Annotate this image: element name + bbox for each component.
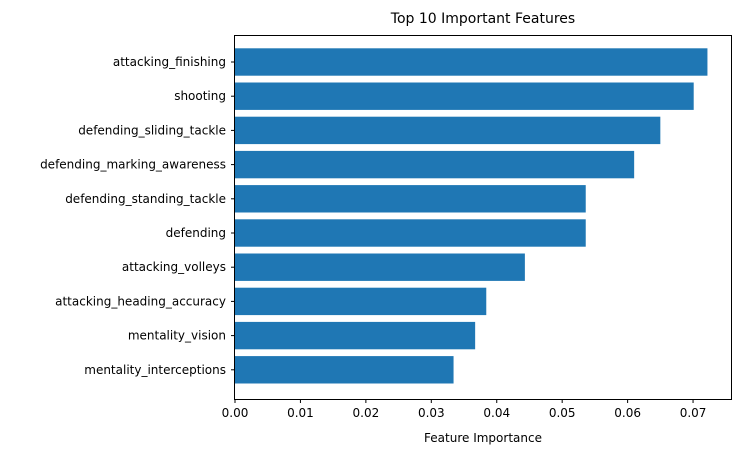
plot-frame [234,35,732,400]
bar-defending_marking_awareness [235,150,635,179]
x-tick-label: 0.02 [353,406,380,420]
y-axis-ticks: attacking_finishing shooting defending_sli… [40,55,235,377]
y-tick-label: attacking_finishing [113,55,226,69]
x-axis-label: Feature Importance [424,431,542,445]
bar-attacking_finishing [235,48,708,76]
x-tick-label: 0.03 [418,406,445,420]
bar-shooting [235,82,694,110]
y-tick-label: defending_standing_tackle [65,192,226,206]
y-tick-label: mentality_vision [128,329,226,343]
bar-defending_sliding_tackle [235,116,661,145]
bar-attacking_volleys [235,253,525,281]
y-tick-label: defending [166,226,226,240]
x-tick-label: 0.04 [483,406,510,420]
bar-defending [235,219,586,247]
x-tick-label: 0.05 [549,406,576,420]
bar-mentality_vision [235,321,476,350]
bars-group [235,48,708,384]
x-tick-label: 0.00 [222,406,249,420]
x-tick-label: 0.07 [680,406,707,420]
x-tick-label: 0.06 [614,406,641,420]
y-tick-label: defending_marking_awareness [40,158,226,172]
y-tick-label: attacking_volleys [122,260,226,274]
chart-title: Top 10 Important Features [390,11,575,27]
y-tick-label: mentality_interceptions [84,363,226,377]
bar-mentality_interceptions [235,356,454,384]
y-tick-label: defending_sliding_tackle [78,123,226,137]
x-axis-ticks: 0.00 0.01 0.02 0.03 0.04 0.05 0.06 0.07 [222,399,707,420]
bar-defending_standing_tackle [235,185,586,213]
x-tick-label: 0.01 [287,406,314,420]
y-tick-label: attacking_heading_accuracy [55,294,226,308]
bar-attacking_heading_accuracy [235,287,487,316]
y-tick-label: shooting [174,89,226,103]
